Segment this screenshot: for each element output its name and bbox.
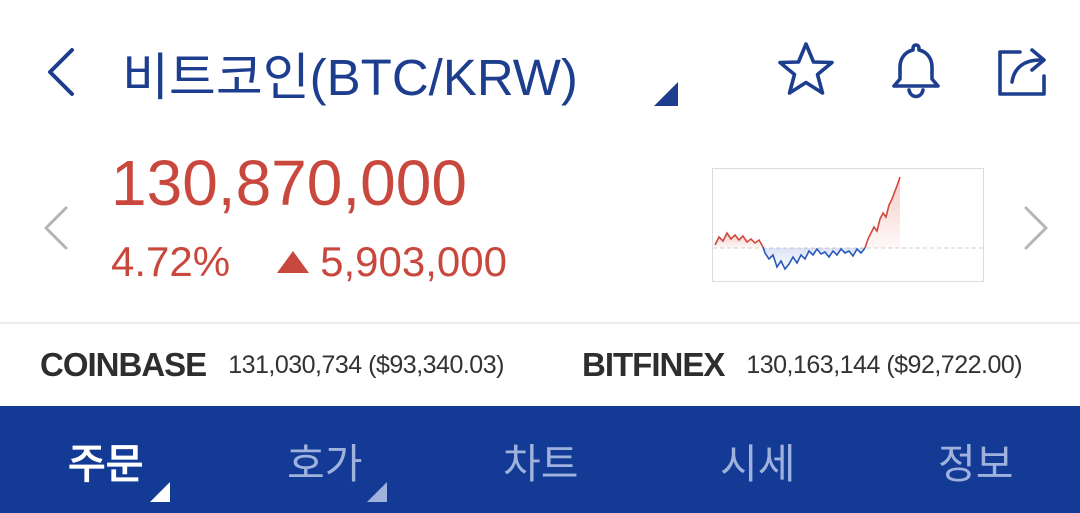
change-amount: 5,903,000 (320, 238, 507, 285)
section-divider (0, 322, 1080, 324)
tab-label: 주문 (68, 440, 144, 487)
dropdown-corner-icon (654, 82, 678, 106)
exchange-name: BITFINEX (582, 346, 725, 383)
dropdown-corner-icon (367, 482, 387, 502)
exchange-coinbase: COINBASE 131,030,734 ($93,340.03) (40, 340, 504, 390)
tab-bar: 주문 호가 차트 시세 정보 (0, 406, 1080, 513)
previous-coin-button[interactable] (38, 200, 74, 256)
price-change: 4.72% 5,903,000 (111, 234, 507, 290)
sparkline-late-line (864, 176, 901, 249)
coin-selector[interactable]: 비트코인(BTC/KRW) (122, 38, 678, 108)
favorite-button[interactable] (774, 38, 838, 102)
exchange-price: 130,163,144 ($92,722.00) (746, 350, 1023, 379)
tab-label: 정보 (938, 440, 1014, 487)
tab-quote[interactable]: 시세 (720, 406, 795, 513)
change-percent: 4.72% (111, 238, 231, 285)
bell-outline-icon (892, 43, 940, 99)
star-outline-icon (778, 42, 834, 95)
share-icon (998, 48, 1046, 96)
tab-chart[interactable]: 차트 (503, 406, 578, 513)
sparkline-early-line (714, 231, 764, 248)
sparkline-mid-line (762, 246, 866, 271)
back-button[interactable] (40, 44, 84, 100)
tab-label: 차트 (503, 440, 579, 487)
page-title: 비트코인(BTC/KRW) (122, 49, 578, 106)
share-button[interactable] (992, 38, 1056, 102)
chevron-left-icon (48, 48, 74, 96)
alert-button[interactable] (884, 38, 948, 102)
up-triangle-icon (277, 251, 310, 273)
tab-label: 호가 (287, 440, 363, 487)
sparkline-late-fill (865, 177, 900, 248)
tab-label: 시세 (720, 440, 796, 487)
chevron-left-icon (44, 206, 68, 250)
dropdown-corner-icon (150, 482, 170, 502)
current-price: 130,870,000 (111, 147, 467, 219)
chevron-right-icon (1024, 206, 1048, 250)
next-coin-button[interactable] (1018, 200, 1054, 256)
app-header: 비트코인(BTC/KRW) (0, 0, 1080, 140)
tab-orderbook[interactable]: 호가 (287, 406, 387, 513)
exchange-name: COINBASE (40, 346, 207, 383)
mini-price-chart[interactable] (712, 168, 984, 282)
exchange-bitfinex: BITFINEX 130,163,144 ($92,722.00) (582, 340, 1023, 390)
tab-info[interactable]: 정보 (938, 406, 1013, 513)
tab-order[interactable]: 주문 (68, 406, 170, 513)
exchange-price: 131,030,734 ($93,340.03) (228, 350, 504, 379)
